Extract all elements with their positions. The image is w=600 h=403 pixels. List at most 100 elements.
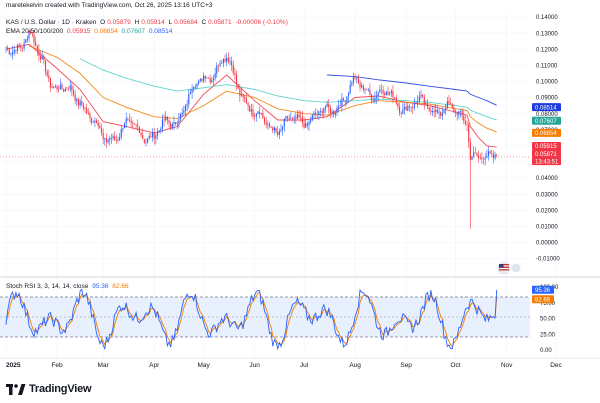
candle-body [463,115,465,121]
time-tick-label: Mar [98,362,110,369]
price-tick-label: 0.08000 [536,112,558,118]
ohlc-close-label: C [201,19,207,26]
candle-body [390,91,392,94]
candle-body [16,44,19,51]
candle-body [387,92,389,95]
candle-body [473,152,475,157]
candle-body [232,65,234,73]
ohlc-change: -0.00006 (-0.10%) [235,19,288,26]
candle-body [36,45,38,51]
candle-body [212,78,215,81]
candle-body [354,76,356,79]
candle-body [15,49,17,51]
candle-body [410,107,412,108]
price-tags: 0.08514 0.07607 0.06854 0.05915 0.0587113:43… [532,103,561,165]
candle-body [100,128,103,133]
price-tick-label: 0.01000 [536,225,558,231]
candle-body [71,85,73,91]
candle-body [214,73,216,79]
candle-body [115,139,117,141]
candle-body [165,116,167,121]
candle-body [478,155,480,158]
candle-body [450,103,452,105]
candle-body [272,127,274,131]
candle-body [336,107,338,113]
candle-body [143,138,145,143]
time-tick-label: Oct [450,362,460,369]
candle-body [249,105,251,112]
candle-body [21,48,24,49]
candle-body [385,92,387,95]
candle-body [18,44,20,47]
candle-body [166,116,168,121]
time-tick-label: 2025 [6,362,21,369]
ohlc-high: 0.05914 [141,19,165,26]
candle-body [67,89,70,90]
candle-body [178,119,180,123]
candle-body [461,110,463,116]
time-tick-label: Jul [300,362,309,369]
candle-body [107,139,109,142]
candle-body [443,110,445,114]
candle-body [436,109,439,113]
candle-body [168,120,170,124]
candle-body [155,135,157,139]
time-tick-label: Aug [349,362,361,369]
tradingview-brand[interactable]: TradingView [6,381,92,397]
candle-body [132,122,134,124]
candle-body [128,119,131,121]
candle-body [382,90,384,94]
candle-body [224,58,226,62]
candle-body [407,105,409,111]
candle-body [491,153,493,154]
candle-body [298,114,300,118]
time-tick-label: Apr [149,362,160,369]
candle-body [23,42,25,49]
candle-body [125,118,127,124]
candle-body [384,93,386,95]
candle-body [476,152,478,156]
candle-body [227,57,229,62]
candle-body [319,111,322,112]
candle-body [229,61,231,62]
candle-body [79,101,81,106]
time-axis: 2025 Feb Mar Apr May Jun Jul Aug Sep Oct Nov Dec [6,362,563,369]
candle-body [242,94,244,97]
rsi-tick-label: 75.00 [540,301,556,307]
candle-body [397,103,399,107]
candle-body [263,118,266,123]
candle-body [222,58,224,64]
candle-body [328,104,330,108]
candle-body [375,96,378,98]
candle-body [140,132,142,136]
candle-body [262,112,264,119]
rsi-tick-label: 50.00 [540,317,556,323]
candle-body [193,86,195,90]
candle-body [160,128,162,131]
candle-body [198,81,200,84]
candle-body [194,86,196,88]
candle-body [374,97,376,102]
candle-body [156,132,159,136]
candle-body [120,129,122,138]
candle-body [435,109,437,113]
candle-body [245,98,247,104]
candle-body [188,94,190,105]
candle-body [219,63,221,66]
candle-body [199,79,201,82]
candle-body [287,116,289,119]
candle-body [369,89,371,95]
candle-body [189,92,192,95]
ema200-value: 0.08514 [148,28,173,35]
candle-body [217,65,220,67]
candle-body [183,110,185,113]
stoch-k-line [5,288,498,351]
candle-body [342,98,345,101]
rsi-tag-bg [532,285,554,294]
candle-body [290,118,292,119]
candle-body [430,110,432,113]
candle-body [239,88,241,96]
candle-body [492,153,495,158]
time-tick-label: Sep [400,362,412,369]
candle-body [433,111,435,113]
